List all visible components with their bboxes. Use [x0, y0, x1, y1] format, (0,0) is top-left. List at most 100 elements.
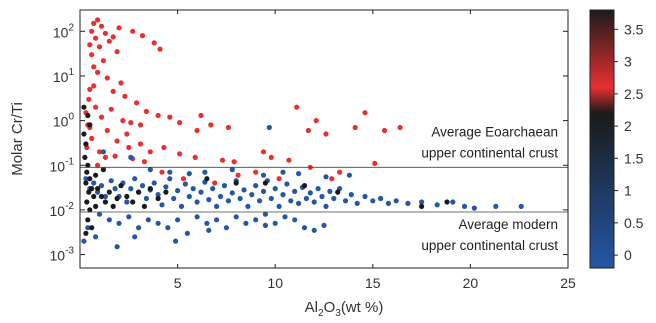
data-point: [102, 30, 108, 36]
data-point: [106, 189, 112, 195]
y-tick-label: 100: [53, 112, 75, 130]
data-point: [132, 234, 138, 240]
data-point: [280, 192, 286, 198]
data-point: [303, 195, 309, 202]
data-point: [280, 169, 286, 175]
data-point: [217, 193, 224, 200]
data-point: [96, 44, 103, 50]
data-point: [307, 190, 313, 196]
colorbar-ticks: 0 0.5 1 1.5 2 2.5 3 3.5: [614, 21, 644, 263]
data-point: [241, 187, 247, 193]
data-point: [163, 184, 169, 190]
data-point: [95, 162, 101, 168]
data-point: [87, 86, 93, 92]
data-point: [385, 200, 391, 206]
data-point: [182, 181, 188, 187]
data-point: [175, 217, 181, 223]
data-point: [253, 183, 259, 189]
data-point: [126, 214, 132, 220]
data-point: [91, 83, 97, 89]
data-point: [214, 203, 220, 209]
data-point: [362, 193, 368, 200]
data-point: [137, 141, 144, 147]
data-point: [91, 193, 97, 200]
data-point: [186, 193, 192, 200]
data-point: [89, 135, 95, 141]
data-point: [235, 172, 241, 178]
data-point: [214, 217, 220, 223]
y-axis-ticks: 10-3 10-2 10-1 100 101 102: [50, 22, 568, 264]
data-point: [352, 124, 358, 131]
data-point: [128, 186, 134, 192]
data-point: [354, 200, 360, 206]
data-point: [206, 227, 212, 233]
data-point: [136, 225, 142, 231]
data-point: [159, 202, 165, 208]
data-point: [223, 225, 229, 231]
data-point: [204, 176, 210, 182]
data-point: [284, 181, 290, 187]
data-point: [305, 127, 311, 134]
data-point: [134, 100, 140, 106]
data-point: [136, 189, 142, 195]
data-point: [91, 180, 97, 186]
data-point: [419, 199, 425, 205]
data-point: [190, 186, 196, 192]
data-point: [93, 35, 99, 41]
data-point: [518, 203, 524, 209]
data-point: [87, 122, 93, 128]
data-point: [132, 176, 138, 182]
data-point: [260, 172, 267, 178]
data-point: [493, 203, 499, 209]
data-point: [126, 144, 132, 151]
data-point: [102, 193, 108, 200]
data-point: [237, 195, 243, 202]
data-point: [219, 157, 226, 163]
data-point: [378, 195, 384, 202]
data-point: [147, 167, 153, 173]
data-point: [106, 217, 112, 223]
data-point: [124, 131, 130, 137]
data-point: [159, 169, 165, 175]
data-point: [461, 203, 468, 209]
data-point: [282, 214, 288, 220]
data-point: [286, 157, 292, 163]
data-point: [194, 214, 200, 220]
data-point: [268, 154, 274, 160]
data-point: [262, 211, 268, 217]
data-point: [139, 183, 146, 189]
data-point: [114, 49, 120, 55]
y-tick-label: 102: [53, 22, 75, 40]
data-point: [327, 188, 333, 194]
data-point: [141, 159, 147, 165]
data-point: [155, 195, 161, 202]
data-point: [86, 96, 92, 102]
data-point: [112, 186, 118, 192]
data-point: [98, 23, 105, 29]
data-point: [96, 149, 103, 155]
data-point: [301, 183, 308, 189]
data-point: [186, 171, 192, 177]
data-point: [245, 203, 251, 209]
y-tick-label: 10-1: [50, 156, 75, 174]
data-point: [370, 198, 376, 204]
data-point: [260, 188, 267, 194]
reference-lines: Average Eoarchaean upper continental crus…: [80, 124, 568, 253]
data-point: [98, 183, 105, 189]
data-point: [93, 234, 99, 240]
y-tick-label: 101: [53, 67, 75, 85]
data-point: [276, 176, 282, 182]
data-point: [177, 151, 183, 157]
points-layer: [81, 17, 524, 250]
data-point: [83, 176, 89, 182]
data-point: [225, 198, 231, 204]
data-point: [335, 189, 341, 195]
data-point: [202, 169, 208, 175]
data-point: [128, 120, 134, 126]
data-point: [171, 195, 177, 202]
data-point: [262, 222, 268, 228]
colorbar: [589, 9, 615, 269]
data-point: [184, 230, 190, 236]
data-point: [108, 106, 114, 112]
data-point: [91, 20, 97, 26]
